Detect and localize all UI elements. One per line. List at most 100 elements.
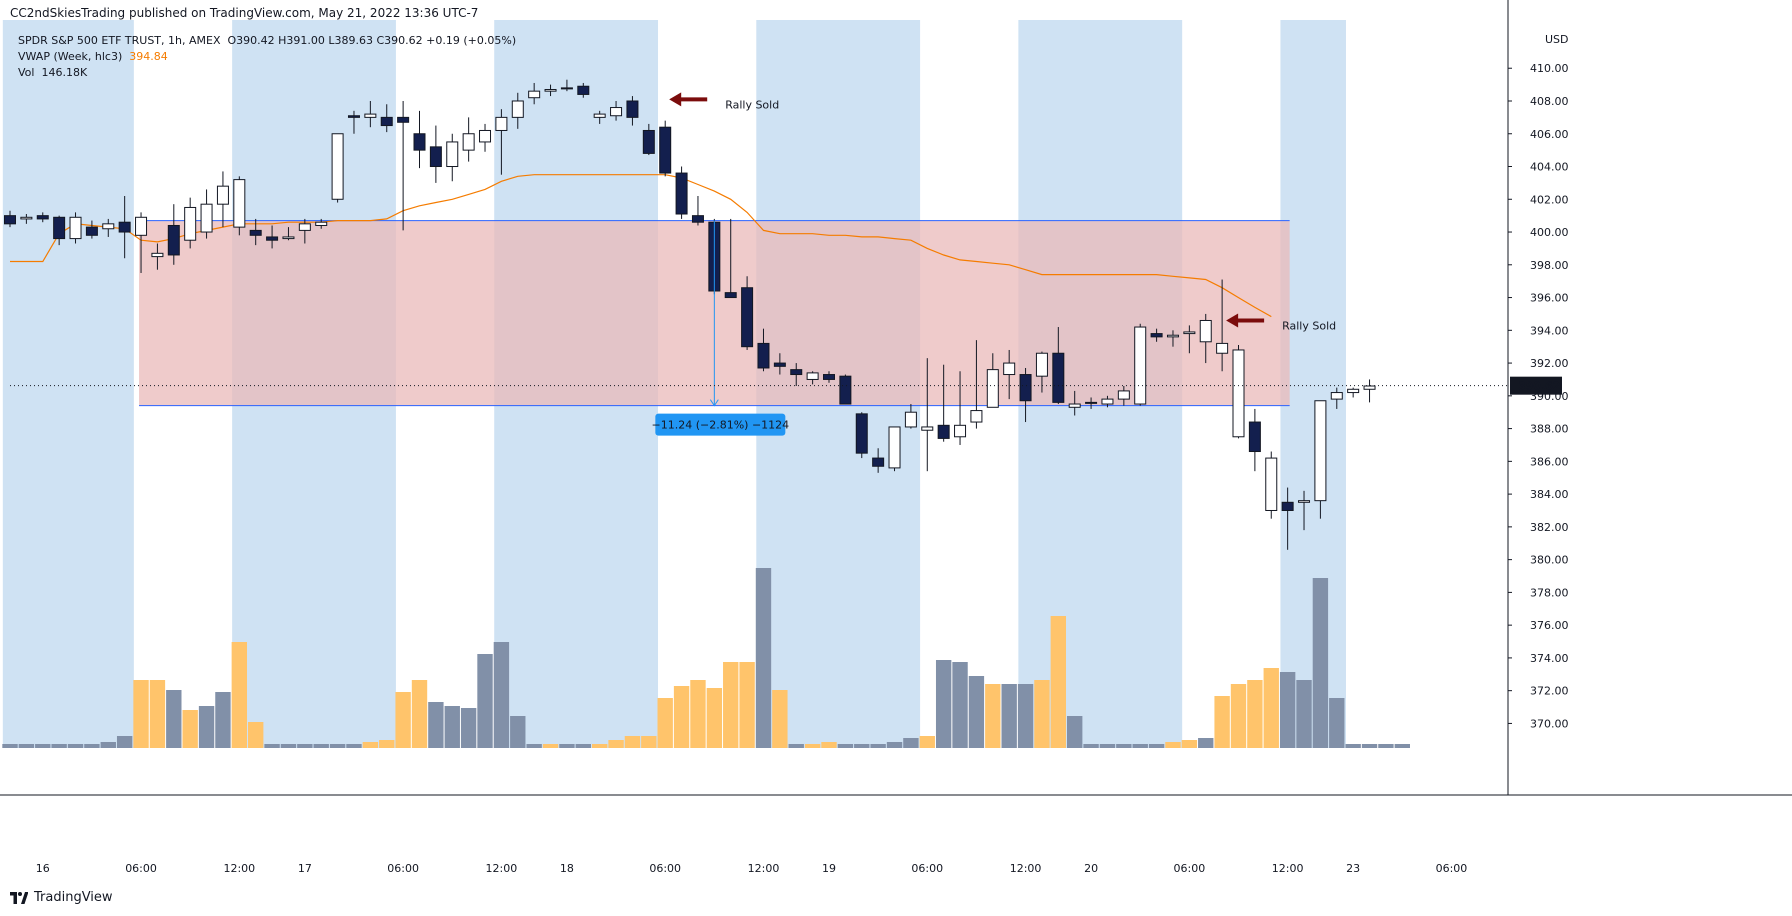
candle-body[interactable] <box>151 252 164 258</box>
price-axis[interactable]: USD 370.00 372.00 374.00 376.00 378.00 380.00 3… <box>1507 0 1569 795</box>
candle-body[interactable] <box>872 457 885 467</box>
candle-body[interactable] <box>1183 331 1196 335</box>
candle-body[interactable] <box>511 100 524 118</box>
candle-body[interactable] <box>691 215 704 223</box>
candle-body[interactable] <box>1347 388 1360 394</box>
candle-body[interactable] <box>282 236 295 240</box>
volume-bar <box>510 716 526 748</box>
candle-body[interactable] <box>20 216 33 220</box>
candle-body[interactable] <box>855 413 868 454</box>
candle-body[interactable] <box>495 116 508 131</box>
candle-body[interactable] <box>642 129 655 154</box>
price-tick-label: 370.00 <box>1530 717 1569 730</box>
candle-body[interactable] <box>1052 352 1065 403</box>
candle-body[interactable] <box>216 185 229 205</box>
candle-body[interactable] <box>1314 400 1327 502</box>
candle-body[interactable] <box>167 224 180 256</box>
candle-body[interactable] <box>888 426 901 469</box>
candle-body[interactable] <box>266 236 279 241</box>
candle-body[interactable] <box>413 133 426 151</box>
candle-body[interactable] <box>1101 398 1114 405</box>
last-price-tag[interactable]: 390.62 <box>1510 376 1562 395</box>
candle-body[interactable] <box>1003 362 1016 376</box>
candle-body[interactable] <box>593 113 606 118</box>
candle-body[interactable] <box>577 85 590 95</box>
candle-body[interactable] <box>773 362 786 367</box>
candle-body[interactable] <box>675 172 688 215</box>
candle-body[interactable] <box>4 215 16 225</box>
candle-body[interactable] <box>184 206 197 241</box>
candle-body[interactable] <box>1248 421 1261 453</box>
candle-body[interactable] <box>331 133 344 200</box>
candle-body[interactable] <box>839 375 852 405</box>
candle-body[interactable] <box>1199 319 1212 343</box>
symbol-line[interactable]: SPDR S&P 500 ETF TRUST, 1h, AMEX O390.42… <box>18 33 516 49</box>
annotation-rally-sold[interactable]: Rally Sold <box>1226 313 1336 332</box>
tradingview-brand[interactable]: TradingView <box>10 890 113 905</box>
vwap-line[interactable] <box>10 174 1272 318</box>
candle-body[interactable] <box>970 410 983 423</box>
candle-body[interactable] <box>315 221 328 226</box>
candle-body[interactable] <box>790 369 803 376</box>
candle-body[interactable] <box>85 226 98 236</box>
candle-body[interactable] <box>1035 352 1048 377</box>
candle-body[interactable] <box>102 223 115 230</box>
candle-body[interactable] <box>347 115 360 118</box>
candle-body[interactable] <box>135 216 148 236</box>
candle-body[interactable] <box>806 372 819 380</box>
candle-body[interactable] <box>429 146 442 168</box>
annotation-rally-sold[interactable]: Rally Sold <box>669 92 779 111</box>
candle-body[interactable] <box>741 287 754 348</box>
candle-body[interactable] <box>462 133 475 151</box>
candle-body[interactable] <box>937 424 950 439</box>
candle-body[interactable] <box>249 229 262 236</box>
candle-body[interactable] <box>1150 333 1163 338</box>
candle-body[interactable] <box>528 90 541 99</box>
candle-body[interactable] <box>380 116 393 127</box>
candle-body[interactable] <box>1019 374 1032 402</box>
candle-body[interactable] <box>560 87 573 90</box>
candle-body[interactable] <box>1363 385 1376 390</box>
vwap-legend[interactable]: VWAP (Week, hlc3) 394.84 <box>18 49 516 65</box>
measure-label[interactable]: −11.24 (−2.81%) −1124 <box>652 413 790 436</box>
time-tick-label: 06:00 <box>649 862 681 875</box>
candle-body[interactable] <box>1265 457 1278 511</box>
candle-body[interactable] <box>1281 501 1294 511</box>
volume-legend[interactable]: Vol 146.18K <box>18 65 516 81</box>
candle-body[interactable] <box>1330 392 1343 400</box>
candle-body[interactable] <box>724 292 737 299</box>
candle-body[interactable] <box>1134 326 1147 405</box>
candle-body[interactable] <box>118 221 131 233</box>
candle-body[interactable] <box>1068 403 1081 408</box>
candle-body[interactable] <box>1298 500 1311 503</box>
candle-body[interactable] <box>1117 390 1130 400</box>
candle-body[interactable] <box>904 411 917 428</box>
candle-body[interactable] <box>1166 334 1179 338</box>
candle-body[interactable] <box>986 369 999 408</box>
price-tick-label: 376.00 <box>1530 619 1569 632</box>
candle-body[interactable] <box>757 342 770 369</box>
candle-body[interactable] <box>544 89 557 92</box>
time-axis[interactable]: 16 06:00 12:00 17 06:00 12:00 18 06:00 12:00 19 06… <box>0 794 1792 875</box>
candle-body[interactable] <box>1232 349 1245 438</box>
candle-body[interactable] <box>364 113 377 118</box>
candle-body[interactable] <box>610 107 623 117</box>
candle-body[interactable] <box>659 126 672 174</box>
volume-bar <box>231 642 248 748</box>
candle-body[interactable] <box>53 216 66 240</box>
candle-body[interactable] <box>397 116 410 123</box>
candle-body[interactable] <box>626 100 639 118</box>
candle-body[interactable] <box>69 216 82 240</box>
candle-body[interactable] <box>823 374 835 380</box>
candle-body[interactable] <box>200 203 213 233</box>
candle-body[interactable] <box>479 129 492 143</box>
candle-body[interactable] <box>233 179 246 228</box>
candle-body[interactable] <box>1216 342 1229 354</box>
candle-body[interactable] <box>921 426 934 431</box>
candle-body[interactable] <box>954 424 967 438</box>
candle-body[interactable] <box>298 223 311 231</box>
candle-body[interactable] <box>36 215 49 220</box>
candle-body[interactable] <box>446 141 459 168</box>
candle-body[interactable] <box>1085 401 1098 404</box>
